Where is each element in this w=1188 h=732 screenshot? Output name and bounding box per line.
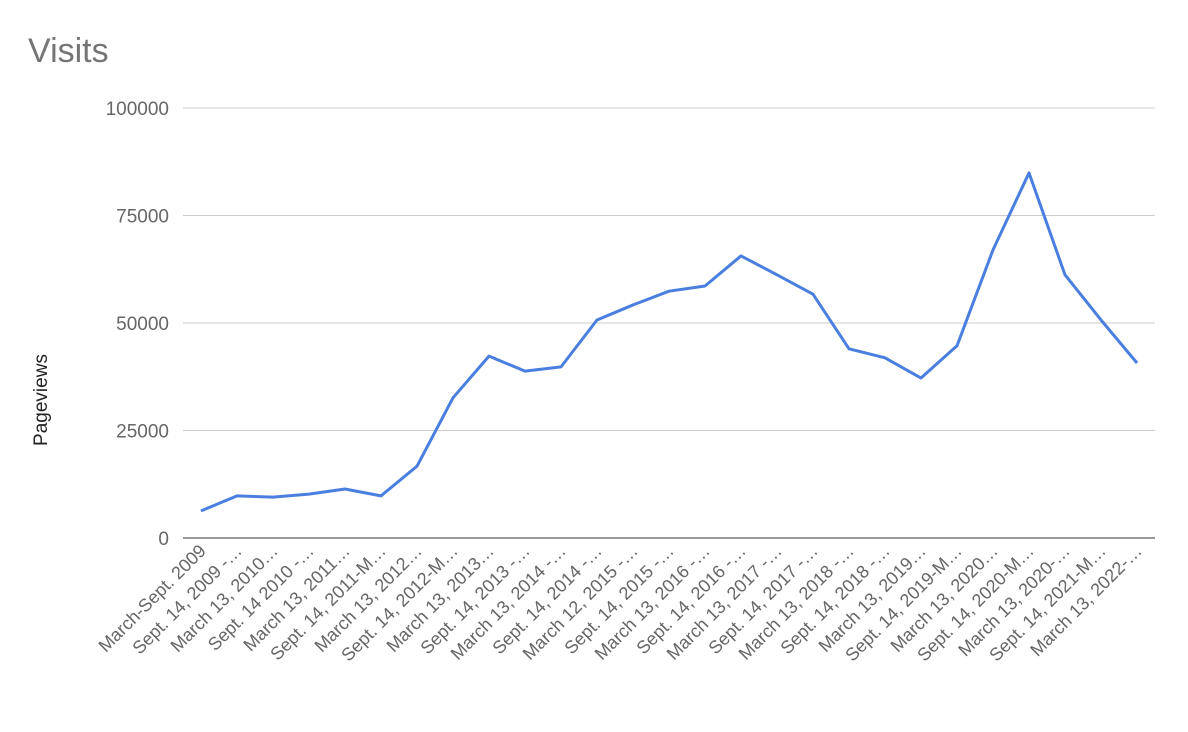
line-series: [200, 171, 1139, 513]
y-axis-label: Pageviews: [31, 354, 52, 446]
y-tick-label: 0: [158, 529, 169, 550]
chart-title: Visits: [28, 32, 109, 70]
y-tick-label: 50000: [116, 314, 169, 335]
y-tick-label: 75000: [116, 207, 169, 228]
y-tick-label: 25000: [116, 422, 169, 443]
y-tick-label: 100000: [106, 99, 169, 120]
